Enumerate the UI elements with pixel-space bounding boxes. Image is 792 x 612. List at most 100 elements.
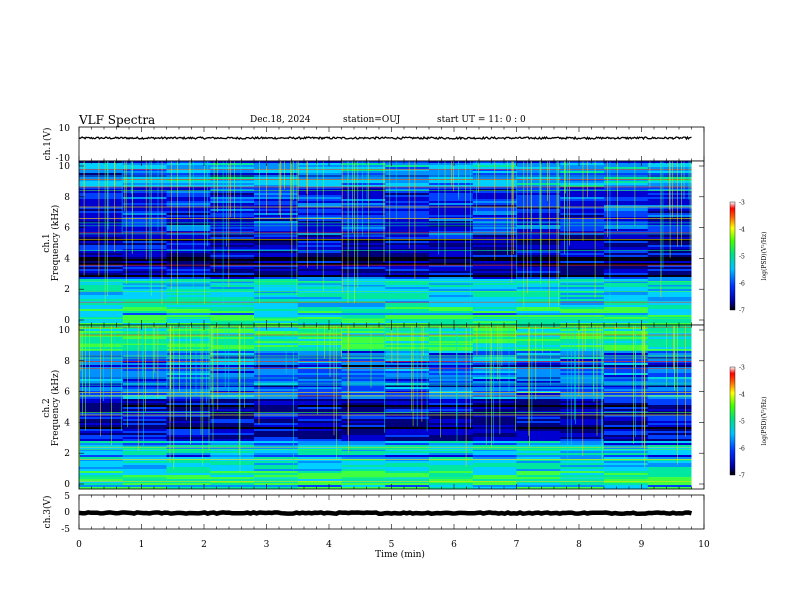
spectrogram-cell (122, 251, 168, 254)
spectrogram-cell (166, 219, 211, 222)
spectrogram-cell (166, 375, 211, 378)
spectrogram-cell (647, 347, 693, 350)
spectrogram-cell (560, 273, 605, 276)
spectrogram-cell (79, 327, 124, 330)
spectrogram-cell (472, 445, 518, 448)
spectrogram-cell (122, 447, 168, 450)
spectrogram-cell (429, 255, 474, 258)
spectrogram-cell (341, 439, 386, 442)
spectrogram-cell (297, 299, 343, 302)
spectrogram-cell (122, 313, 168, 316)
spectrogram-cell (166, 325, 211, 328)
spectrogram-cell (166, 381, 211, 384)
spectrogram-cell (122, 431, 168, 434)
spectrogram-cell (647, 271, 693, 274)
spectrogram-cell (122, 453, 168, 456)
spectrogram-cell (122, 227, 168, 230)
spectrogram-cell (560, 463, 605, 466)
spectrogram-cell (429, 369, 474, 372)
spectrogram-cell (79, 359, 124, 362)
spectrogram-cell (560, 223, 605, 226)
spectrogram-cell (254, 341, 299, 344)
spectrogram-cell (254, 445, 299, 448)
spectrogram-cell (166, 309, 211, 312)
spectrogram-cell (560, 275, 605, 278)
spectrogram-cell (560, 215, 605, 218)
spectrogram-cell (122, 269, 168, 272)
spectrogram-cell (604, 305, 649, 308)
spectrogram-cell (341, 187, 386, 190)
spectrogram-cell (429, 207, 474, 210)
spectrogram-cell (210, 375, 255, 378)
spectrogram-cell (341, 465, 386, 468)
spectrogram-cell (210, 293, 255, 296)
spectrogram-cell (254, 463, 299, 466)
spectrogram-cell (79, 443, 124, 446)
spectrogram-cell (604, 289, 649, 292)
spectrogram-cell (560, 323, 605, 326)
spectrogram-cell (560, 257, 605, 260)
spectrogram-cell (385, 273, 430, 276)
spectrogram-cell (472, 273, 518, 276)
spectrogram-cell (472, 309, 518, 312)
spectrogram-cell (341, 259, 386, 262)
spectrogram-cell (341, 235, 386, 238)
spectrogram-cell (647, 433, 693, 436)
spectrogram-cell (385, 323, 430, 326)
spectrogram-cell (604, 447, 649, 450)
spectrogram-cell (516, 481, 561, 484)
spectrogram-cell (254, 281, 299, 284)
spectrogram-cell (516, 433, 561, 436)
spectrogram-cell (254, 487, 299, 490)
spectrogram-cell (385, 407, 430, 410)
spectrogram-cell (429, 321, 474, 324)
spectrogram-cell (341, 241, 386, 244)
spectrogram-cell (79, 303, 124, 306)
spectrogram-cell (385, 415, 430, 418)
spectrogram-cell (166, 229, 211, 232)
spectrogram-cell (385, 255, 430, 258)
spectrogram-cell (516, 261, 561, 264)
spectrogram-cell (604, 337, 649, 340)
spectrogram-cell (341, 273, 386, 276)
spectrogram-cell (472, 379, 518, 382)
spectrogram-cell (297, 337, 343, 340)
spectrogram-cell (429, 375, 474, 378)
spectrogram-cell (429, 251, 474, 254)
spectrogram-cell (604, 369, 649, 372)
spectrogram-cell (429, 453, 474, 456)
colorbar-tick-label: -3 (739, 365, 745, 372)
spectrogram-cell (604, 407, 649, 410)
spectrogram-cell (560, 161, 605, 164)
spectrogram-cell (516, 381, 561, 384)
spectrogram-cell (166, 467, 211, 470)
spectrogram-cell (122, 223, 168, 226)
spectrogram-cell (341, 385, 386, 388)
spectrogram-cell (79, 241, 124, 244)
spectrogram-cell (166, 369, 211, 372)
spectrogram-cell (122, 277, 168, 280)
spectrogram-cell (254, 407, 299, 410)
spectrogram-cell (429, 429, 474, 432)
spectrogram-cell (166, 237, 211, 240)
x-tick-label: 1 (139, 540, 145, 550)
spectrogram-cell (385, 471, 430, 474)
spectrogram-cell (429, 333, 474, 336)
spectrogram-cell (647, 445, 693, 448)
spectrogram-cell (516, 435, 561, 438)
spectrogram-cell (210, 457, 255, 460)
spectrogram-cell (297, 319, 343, 322)
spectrogram-cell (79, 419, 124, 422)
spectrogram-cell (385, 271, 430, 274)
spectrogram-cell (166, 421, 211, 424)
spectrogram-cell (297, 429, 343, 432)
spectrogram-cell (429, 449, 474, 452)
spectrogram-cell (297, 425, 343, 428)
spectrogram-cell (560, 481, 605, 484)
spectrogram-cell (604, 171, 649, 174)
spectrogram-cell (297, 163, 343, 166)
spectrogram-cell (210, 337, 255, 340)
spectrogram-cell (385, 223, 430, 226)
spectrogram-cell (166, 259, 211, 262)
spectrogram-cell (472, 421, 518, 424)
